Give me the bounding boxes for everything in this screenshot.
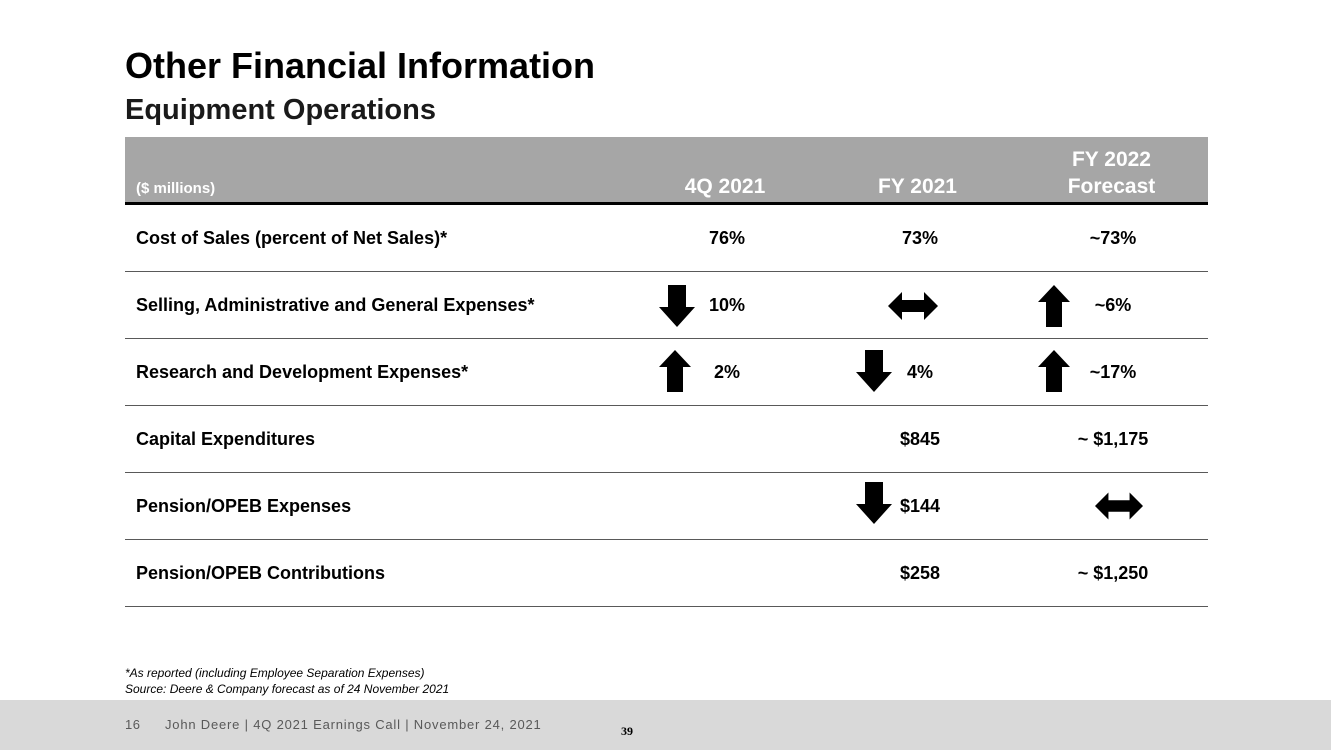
value-fy-2022-forecast: ~17% (1089, 362, 1137, 382)
table-row: Capital Expenditures $845 ~ $1,175 (125, 406, 1208, 473)
up-arrow-icon (659, 350, 691, 392)
column-header-fy-2021: FY 2021 (877, 175, 957, 198)
left-right-arrow-icon (1095, 492, 1143, 520)
value-fy-2022-forecast: ~73% (1089, 228, 1137, 248)
column-header-fy-2022: FY 2022 (1071, 148, 1151, 171)
slide-number: 39 (621, 724, 633, 738)
table-row: Pension/OPEB Expenses $144 (125, 473, 1208, 540)
value-fy-2022-forecast: ~6% (1094, 295, 1132, 315)
row-label: Pension/OPEB Expenses (136, 496, 352, 516)
value-fy-2021: $144 (899, 496, 941, 516)
footnote-source: Source: Deere & Company forecast as of 2… (125, 682, 450, 696)
header-divider (125, 202, 1208, 205)
value-fy-2022-forecast: ~ $1,175 (1077, 429, 1149, 449)
footer-text: John Deere | 4Q 2021 Earnings Call | Nov… (165, 717, 542, 732)
up-arrow-icon (1038, 285, 1070, 327)
row-label: Capital Expenditures (136, 429, 316, 449)
left-right-arrow-icon (888, 292, 938, 320)
table-header (125, 137, 1208, 202)
slide-subtitle: Equipment Operations (125, 94, 436, 126)
down-arrow-icon (856, 482, 892, 524)
column-header-fy-2022-forecast: FY 2022 Forecast (1015, 146, 1208, 200)
value-fy-2021: $258 (899, 563, 941, 583)
value-4q-2021: 76% (708, 228, 746, 248)
up-arrow-icon (1038, 350, 1070, 392)
table-row: Pension/OPEB Contributions $258 ~ $1,250 (125, 540, 1208, 607)
row-label: Pension/OPEB Contributions (136, 563, 386, 583)
table-row: Research and Development Expenses* 2% 4%… (125, 339, 1208, 406)
slide-title: Other Financial Information (125, 45, 596, 86)
table-row: Selling, Administrative and General Expe… (125, 272, 1208, 339)
row-label: Cost of Sales (percent of Net Sales)* (136, 228, 448, 248)
value-fy-2021: $845 (899, 429, 941, 449)
value-fy-2021: 4% (906, 362, 933, 382)
value-4q-2021: 2% (713, 362, 740, 382)
footer: 16 John Deere | 4Q 2021 Earnings Call | … (0, 700, 1331, 750)
down-arrow-icon (856, 350, 892, 392)
down-arrow-icon (659, 285, 695, 327)
row-label: Research and Development Expenses* (136, 362, 469, 382)
value-fy-2021: 73% (901, 228, 939, 248)
value-4q-2021: 10% (708, 295, 746, 315)
column-header-4q-2021: 4Q 2021 (684, 175, 766, 198)
value-fy-2022-forecast: ~ $1,250 (1077, 563, 1149, 583)
units-label: ($ millions) (136, 180, 216, 197)
footnote-as-reported: *As reported (including Employee Separat… (125, 666, 425, 680)
column-header-forecast: Forecast (1067, 175, 1156, 198)
page-number: 16 (125, 717, 141, 732)
footnotes: *As reported (including Employee Separat… (125, 665, 449, 697)
table-row: Cost of Sales (percent of Net Sales)* 76… (125, 205, 1208, 272)
row-label: Selling, Administrative and General Expe… (136, 295, 535, 315)
